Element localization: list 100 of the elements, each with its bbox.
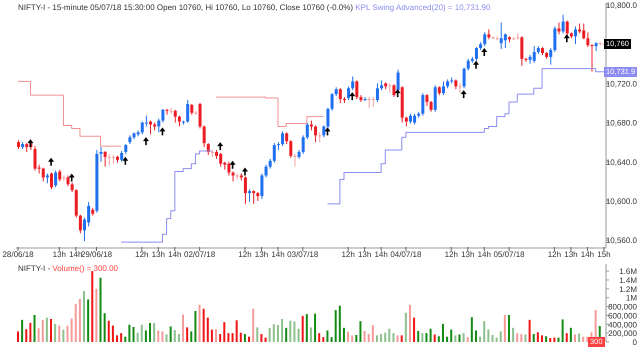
bar xyxy=(206,318,209,342)
bar xyxy=(83,291,86,342)
point xyxy=(159,127,166,136)
bar xyxy=(417,330,420,342)
bar xyxy=(421,333,424,342)
candlestick xyxy=(186,100,190,124)
bar xyxy=(62,330,64,342)
candlestick xyxy=(338,88,342,104)
bar xyxy=(120,333,122,342)
candlestick xyxy=(276,142,280,150)
bar xyxy=(496,338,498,342)
candlestick xyxy=(574,26,577,45)
x-tick-label: 29/06/18 xyxy=(80,250,113,259)
candlestick xyxy=(232,171,235,182)
x-tick-label: 14h xyxy=(168,250,182,259)
bar xyxy=(404,312,407,342)
candlestick xyxy=(161,108,164,124)
x-tick-label: 13h xyxy=(564,250,578,259)
candlestick xyxy=(392,84,396,98)
bar xyxy=(462,333,465,342)
bar xyxy=(223,322,226,342)
candlestick xyxy=(104,150,107,168)
bar xyxy=(236,320,238,342)
candlestick xyxy=(124,144,128,154)
candlestick xyxy=(42,167,45,182)
bar xyxy=(281,318,284,342)
x-tick-label: 13h xyxy=(461,250,474,259)
bar xyxy=(38,328,40,342)
bar xyxy=(392,333,394,342)
bar xyxy=(516,333,518,342)
candlestick xyxy=(347,86,350,101)
x-tick-label: 13h xyxy=(358,250,372,259)
bar xyxy=(545,336,548,342)
candlestick xyxy=(100,146,103,162)
candlestick xyxy=(376,82,379,102)
point xyxy=(242,168,248,176)
x-tick-label: 13h xyxy=(254,250,268,259)
y-tick-label: 0 xyxy=(632,338,638,347)
bar xyxy=(351,335,354,342)
chart-title: NIFTY-I - 15-minute 05/07/18 15:30:00 Open 10760, Hi 10760, Lo 10760, Close 10760 (-0.0%) xyxy=(18,3,354,12)
candlestick xyxy=(355,80,358,100)
bar xyxy=(342,328,345,342)
bar xyxy=(384,332,386,342)
x-tick-label: 03/07/18 xyxy=(287,250,319,259)
y-tick-label: 1.6M xyxy=(619,267,638,276)
candlestick xyxy=(272,142,276,164)
bar xyxy=(524,334,526,342)
candlestick xyxy=(500,22,503,50)
candlestick xyxy=(380,80,384,91)
candlestick xyxy=(504,32,507,49)
point xyxy=(394,89,401,98)
y-tick-label: 10,600.0 xyxy=(606,196,638,206)
bar xyxy=(210,330,213,342)
candlestick xyxy=(46,173,49,184)
bar xyxy=(479,336,482,342)
bar xyxy=(536,332,539,342)
bar xyxy=(388,328,390,342)
x-tick-label: 14h xyxy=(271,250,285,259)
bar xyxy=(244,334,246,342)
bar xyxy=(215,329,218,342)
candlestick xyxy=(549,48,552,66)
bar xyxy=(532,334,535,342)
bar xyxy=(314,314,316,342)
candlestick xyxy=(318,132,322,143)
bar xyxy=(326,330,328,342)
point xyxy=(217,142,224,150)
candlestick xyxy=(87,201,90,227)
candlestick xyxy=(289,140,292,158)
candlestick xyxy=(227,161,230,176)
candlestick xyxy=(174,109,177,124)
candlestick xyxy=(425,94,428,106)
bar xyxy=(289,320,292,342)
point xyxy=(473,60,480,69)
bar xyxy=(364,330,366,342)
candlestick xyxy=(586,32,590,48)
bar xyxy=(219,334,222,342)
chart-title: NIFTY-I - xyxy=(18,264,50,273)
bar xyxy=(368,334,370,342)
bar xyxy=(104,313,106,342)
bar xyxy=(434,334,436,342)
candlestick xyxy=(264,164,268,178)
point xyxy=(48,158,54,166)
bar xyxy=(520,334,522,342)
x-tick-label: 12h xyxy=(444,250,458,259)
x-tick-label: 12h xyxy=(135,250,149,259)
bar xyxy=(116,335,118,342)
candlestick xyxy=(553,26,556,52)
bar xyxy=(264,338,267,342)
bar xyxy=(582,336,584,342)
bar xyxy=(359,321,362,342)
bar xyxy=(438,336,440,342)
y-tick-label: 10,640.0 xyxy=(606,158,638,167)
candlestick xyxy=(458,82,462,94)
y-tick-label: 10,800.0 xyxy=(606,0,638,10)
bar xyxy=(566,333,568,342)
y-tick-label: 1M xyxy=(626,294,638,303)
x-tick-label: 12h xyxy=(238,250,252,259)
bar xyxy=(50,318,52,342)
bar xyxy=(562,319,564,342)
point xyxy=(27,139,34,148)
